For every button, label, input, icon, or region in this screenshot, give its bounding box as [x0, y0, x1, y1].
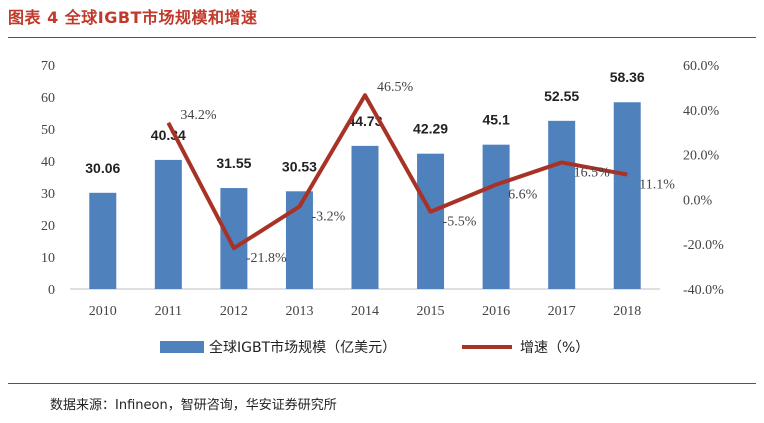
x-tick-label: 2017	[548, 304, 576, 319]
bar-value-label: 42.29	[413, 121, 448, 137]
bar-value-label: 30.53	[282, 158, 317, 174]
bar-value-label: 44.73	[347, 113, 382, 129]
bar-value-label: 40.34	[151, 127, 186, 143]
growth-line-series	[166, 93, 628, 251]
left-tick-label: 50	[41, 123, 55, 138]
growth-value-label: -5.5%	[443, 215, 477, 230]
growth-value-label: 6.6%	[508, 188, 537, 203]
x-tick-label: 2012	[220, 304, 248, 319]
bar-value-label: 30.06	[85, 160, 120, 176]
right-tick-label: 60.0%	[683, 59, 720, 74]
right-tick-label: 0.0%	[683, 193, 713, 208]
igbt-market-chart: 0 10 20 30 40 50 60 70 -40.0% -20.0% 0.0% 20.0% 40.…	[41, 59, 724, 356]
growth-value-label: 46.5%	[377, 80, 414, 95]
left-tick-label: 70	[41, 59, 55, 74]
growth-value-label: 34.2%	[180, 108, 217, 123]
bar-2018	[613, 102, 641, 289]
right-tick-label: -40.0%	[683, 283, 724, 298]
growth-value-label: -21.8%	[246, 251, 287, 266]
bar-value-label: 45.1	[482, 112, 509, 128]
x-tick-label: 2014	[351, 304, 379, 319]
bar-2014	[351, 145, 379, 289]
right-tick-label: 40.0%	[683, 104, 720, 119]
right-tick-label: -20.0%	[683, 238, 724, 253]
x-tick-label: 2010	[89, 304, 117, 319]
bar-2011	[154, 159, 182, 289]
legend-line-label: 增速（%）	[520, 340, 589, 356]
legend: 全球IGBT市场规模（亿美元） 增速（%）	[160, 339, 589, 356]
bar-2017	[548, 120, 576, 289]
figure-title: 图表 4 全球IGBT市场规模和增速	[8, 8, 258, 27]
left-axis-ticks: 0 10 20 30 40 50 60 70	[41, 59, 55, 298]
legend-bar-label: 全球IGBT市场规模（亿美元）	[209, 339, 396, 356]
bar-series	[89, 102, 641, 289]
bar-2012	[220, 188, 248, 289]
bar-2010	[89, 192, 117, 289]
x-tick-label: 2011	[155, 304, 182, 319]
bar-2016	[482, 144, 510, 289]
bar-2015	[417, 153, 445, 289]
x-tick-label: 2018	[613, 304, 641, 319]
x-axis-ticks: 2010 2011 2012 2013 2014 2015 2016 2017 2018	[89, 304, 641, 319]
top-divider	[8, 37, 756, 38]
growth-line	[166, 93, 628, 251]
left-tick-label: 40	[41, 155, 55, 170]
left-tick-label: 0	[48, 283, 55, 298]
left-tick-label: 30	[41, 187, 55, 202]
growth-value-label: -3.2%	[311, 210, 345, 225]
bar-value-label: 58.36	[610, 69, 645, 85]
right-axis-ticks: -40.0% -20.0% 0.0% 20.0% 40.0% 60.0%	[683, 59, 724, 298]
left-tick-label: 10	[41, 251, 55, 266]
x-tick-label: 2016	[482, 304, 510, 319]
growth-value-label: 11.1%	[639, 178, 675, 193]
bar-value-label: 52.55	[544, 88, 579, 104]
line-data-labels: 34.2% -21.8% -3.2% 46.5% -5.5% 6.6% 16.5% 11.1%	[180, 80, 675, 266]
legend-bar-swatch	[160, 341, 204, 353]
bar-data-labels: 30.06 40.34 31.55 30.53 44.73 42.29 45.1 52.55 5…	[85, 69, 645, 176]
growth-value-label: 16.5%	[574, 165, 611, 180]
left-tick-label: 60	[41, 91, 55, 106]
bottom-divider	[8, 383, 756, 384]
x-tick-label: 2015	[417, 304, 445, 319]
right-tick-label: 20.0%	[683, 149, 720, 164]
x-tick-label: 2013	[285, 304, 313, 319]
bar-value-label: 31.55	[216, 155, 251, 171]
left-tick-label: 20	[41, 219, 55, 234]
source-note: 数据来源：Infineon，智研咨询，华安证券研究所	[50, 398, 337, 413]
